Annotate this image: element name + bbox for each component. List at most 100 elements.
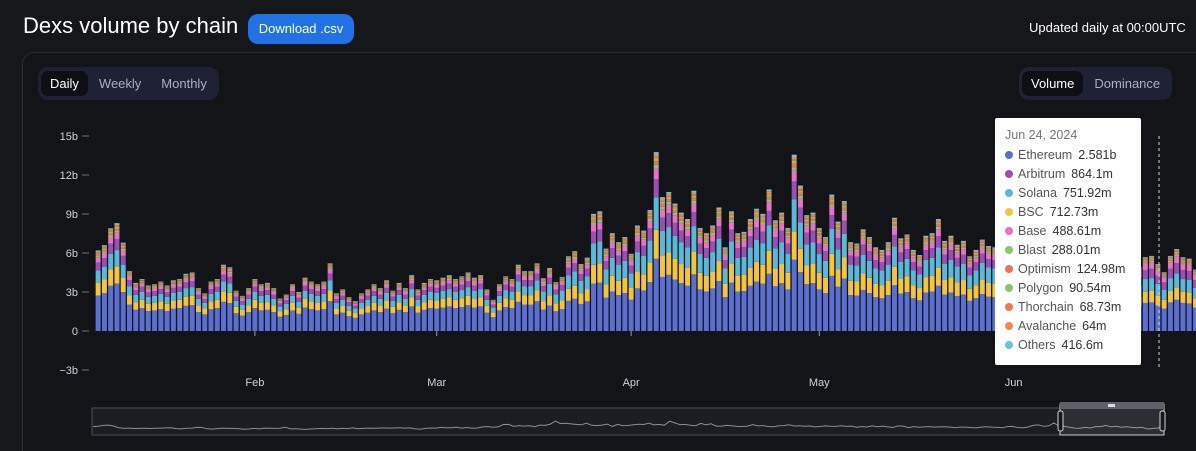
brush-right-handle[interactable] bbox=[1159, 410, 1166, 432]
bar-segment-blast[interactable] bbox=[597, 219, 603, 223]
bar-segment-others[interactable] bbox=[622, 237, 628, 239]
bar-segment-thorchain[interactable] bbox=[747, 221, 753, 223]
bar-segment-bsc[interactable] bbox=[979, 279, 985, 295]
bar-segment-avalanche[interactable] bbox=[923, 237, 929, 239]
bar-segment-base[interactable] bbox=[816, 237, 822, 244]
bar-segment-others[interactable] bbox=[340, 289, 346, 290]
bar-segment-ethereum[interactable] bbox=[860, 289, 866, 331]
bar-segment-optimism[interactable] bbox=[942, 245, 948, 248]
bar-segment-blast[interactable] bbox=[603, 254, 609, 257]
bar-segment-solana[interactable] bbox=[666, 227, 672, 253]
bar-segment-polygon[interactable] bbox=[120, 245, 126, 248]
bar-segment-ethereum[interactable] bbox=[371, 310, 377, 331]
bar-segment-optimism[interactable] bbox=[622, 241, 628, 244]
bar-segment-blast[interactable] bbox=[321, 285, 327, 287]
bar-segment-ethereum[interactable] bbox=[948, 292, 954, 331]
bar-segment-bsc[interactable] bbox=[308, 301, 314, 310]
bar-segment-optimism[interactable] bbox=[440, 280, 446, 282]
bar-segment-others[interactable] bbox=[302, 277, 308, 279]
bar-segment-ethereum[interactable] bbox=[660, 276, 665, 331]
bar-segment-bsc[interactable] bbox=[747, 267, 753, 286]
bar-segment-avalanche[interactable] bbox=[540, 278, 546, 280]
bar-segment-ethereum[interactable] bbox=[973, 298, 979, 331]
bar-segment-avalanche[interactable] bbox=[377, 288, 383, 290]
bar-segment-solana[interactable] bbox=[145, 296, 151, 304]
bar-segment-blast[interactable] bbox=[779, 220, 785, 224]
bar-segment-polygon[interactable] bbox=[892, 221, 897, 224]
bar-segment-bsc[interactable] bbox=[509, 299, 515, 309]
bar-segment-polygon[interactable] bbox=[691, 195, 697, 198]
bar-segment-polygon[interactable] bbox=[1161, 274, 1167, 276]
bar-segment-avalanche[interactable] bbox=[515, 265, 521, 267]
bar-segment-bsc[interactable] bbox=[101, 279, 107, 294]
bar-segment-arbitrum[interactable] bbox=[609, 248, 615, 258]
bar-segment-thorchain[interactable] bbox=[478, 276, 484, 278]
bar-segment-blast[interactable] bbox=[979, 246, 985, 248]
bar-segment-blast[interactable] bbox=[772, 228, 778, 231]
bar-segment-thorchain[interactable] bbox=[465, 273, 471, 275]
bar-segment-base[interactable] bbox=[929, 242, 935, 249]
bar-segment-thorchain[interactable] bbox=[327, 265, 333, 266]
bar-segment-bsc[interactable] bbox=[315, 302, 321, 311]
bar-segment-blast[interactable] bbox=[396, 286, 402, 288]
bar-segment-base[interactable] bbox=[127, 276, 132, 281]
bar-segment-optimism[interactable] bbox=[315, 286, 321, 288]
bar-segment-optimism[interactable] bbox=[766, 196, 772, 200]
bar-segment-blast[interactable] bbox=[453, 282, 459, 284]
bar-segment-optimism[interactable] bbox=[785, 233, 791, 236]
bar-segment-solana[interactable] bbox=[302, 291, 308, 300]
bar-segment-others[interactable] bbox=[791, 154, 797, 157]
bar-segment-blast[interactable] bbox=[691, 200, 697, 204]
bar-segment-solana[interactable] bbox=[384, 292, 390, 301]
bar-segment-polygon[interactable] bbox=[158, 283, 164, 285]
bar-segment-avalanche[interactable] bbox=[584, 258, 590, 260]
bar-segment-optimism[interactable] bbox=[540, 280, 546, 282]
bar-segment-bsc[interactable] bbox=[860, 273, 866, 290]
bar-segment-base[interactable] bbox=[904, 243, 910, 250]
bar-segment-others[interactable] bbox=[522, 271, 528, 272]
bar-segment-solana[interactable] bbox=[848, 264, 854, 281]
bar-segment-ethereum[interactable] bbox=[283, 314, 289, 331]
bar-segment-solana[interactable] bbox=[960, 263, 966, 281]
bar-segment-avalanche[interactable] bbox=[396, 283, 402, 285]
bar-segment-others[interactable] bbox=[810, 212, 816, 215]
bar-segment-bsc[interactable] bbox=[885, 280, 891, 296]
bar-segment-avalanche[interactable] bbox=[685, 220, 691, 222]
bar-segment-blast[interactable] bbox=[710, 232, 716, 236]
bar-segment-blast[interactable] bbox=[860, 236, 866, 239]
bar-segment-ethereum[interactable] bbox=[917, 300, 923, 331]
bar-segment-blast[interactable] bbox=[1155, 268, 1161, 270]
bar-segment-solana[interactable] bbox=[754, 239, 760, 262]
bar-segment-avalanche[interactable] bbox=[728, 212, 734, 215]
bar-segment-arbitrum[interactable] bbox=[716, 226, 722, 239]
bar-segment-bsc[interactable] bbox=[1174, 287, 1180, 300]
bar-segment-blast[interactable] bbox=[1142, 262, 1148, 264]
bar-segment-optimism[interactable] bbox=[145, 287, 151, 289]
bar-segment-blast[interactable] bbox=[522, 275, 528, 277]
bar-segment-ethereum[interactable] bbox=[340, 312, 346, 331]
bar-segment-bsc[interactable] bbox=[791, 231, 797, 260]
bar-segment-bsc[interactable] bbox=[164, 303, 170, 311]
bar-segment-ethereum[interactable] bbox=[459, 306, 465, 331]
bar-segment-blast[interactable] bbox=[239, 298, 245, 300]
bar-segment-arbitrum[interactable] bbox=[1142, 269, 1148, 280]
bar-segment-optimism[interactable] bbox=[873, 251, 879, 254]
bar-segment-polygon[interactable] bbox=[396, 284, 402, 286]
bar-segment-bsc[interactable] bbox=[954, 282, 960, 297]
bar-segment-optimism[interactable] bbox=[935, 224, 941, 227]
bar-segment-solana[interactable] bbox=[252, 292, 258, 300]
bar-segment-polygon[interactable] bbox=[904, 237, 910, 240]
bar-segment-blast[interactable] bbox=[101, 251, 107, 253]
bar-segment-blast[interactable] bbox=[1167, 260, 1173, 263]
bar-segment-arbitrum[interactable] bbox=[885, 255, 891, 265]
bar-segment-blast[interactable] bbox=[967, 261, 973, 264]
bar-segment-thorchain[interactable] bbox=[929, 235, 935, 237]
bar-segment-solana[interactable] bbox=[747, 247, 753, 268]
bar-segment-ethereum[interactable] bbox=[1180, 302, 1186, 331]
bar-segment-solana[interactable] bbox=[622, 260, 628, 278]
bar-segment-solana[interactable] bbox=[528, 286, 534, 296]
bar-segment-solana[interactable] bbox=[779, 242, 785, 265]
bar-segment-bsc[interactable] bbox=[540, 301, 546, 310]
bar-segment-base[interactable] bbox=[716, 218, 722, 227]
bar-segment-blast[interactable] bbox=[183, 277, 189, 279]
